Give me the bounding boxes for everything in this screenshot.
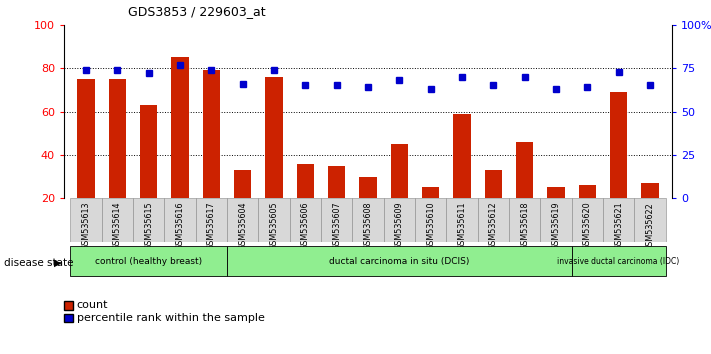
Bar bbox=[77, 79, 95, 198]
Bar bbox=[540, 198, 572, 242]
Bar bbox=[390, 144, 408, 198]
Bar bbox=[447, 198, 478, 242]
Bar bbox=[415, 198, 447, 242]
Bar bbox=[509, 198, 540, 242]
Bar bbox=[603, 198, 634, 242]
Text: GSM535622: GSM535622 bbox=[646, 202, 654, 251]
Bar bbox=[478, 198, 509, 242]
Bar bbox=[227, 246, 572, 276]
Bar bbox=[203, 70, 220, 198]
Text: GSM535607: GSM535607 bbox=[332, 202, 341, 250]
Text: GSM535606: GSM535606 bbox=[301, 202, 310, 250]
Bar bbox=[133, 198, 164, 242]
Bar bbox=[454, 114, 471, 198]
Text: GSM535604: GSM535604 bbox=[238, 202, 247, 250]
Text: control (healthy breast): control (healthy breast) bbox=[95, 257, 202, 266]
Text: invasive ductal carcinoma (IDC): invasive ductal carcinoma (IDC) bbox=[557, 257, 680, 266]
Bar bbox=[227, 198, 258, 242]
Text: GSM535605: GSM535605 bbox=[269, 202, 279, 250]
Text: percentile rank within the sample: percentile rank within the sample bbox=[77, 313, 264, 323]
Text: GSM535611: GSM535611 bbox=[457, 202, 466, 250]
Text: ductal carcinoma in situ (DCIS): ductal carcinoma in situ (DCIS) bbox=[329, 257, 469, 266]
Bar bbox=[102, 198, 133, 242]
Bar bbox=[70, 246, 227, 276]
Text: GDS3853 / 229603_at: GDS3853 / 229603_at bbox=[128, 5, 266, 18]
Bar bbox=[547, 187, 565, 198]
Text: disease state: disease state bbox=[4, 258, 73, 268]
Bar bbox=[321, 198, 352, 242]
Text: GSM535616: GSM535616 bbox=[176, 202, 184, 250]
Text: GSM535609: GSM535609 bbox=[395, 202, 404, 250]
Bar bbox=[610, 92, 627, 198]
Text: GSM535612: GSM535612 bbox=[488, 202, 498, 250]
Bar bbox=[164, 198, 196, 242]
Text: GSM535618: GSM535618 bbox=[520, 202, 529, 250]
Bar bbox=[384, 198, 415, 242]
Text: GSM535613: GSM535613 bbox=[82, 202, 90, 250]
Text: count: count bbox=[77, 301, 108, 310]
Bar bbox=[572, 198, 603, 242]
Text: GSM535615: GSM535615 bbox=[144, 202, 153, 250]
Bar bbox=[258, 198, 289, 242]
Bar bbox=[140, 105, 157, 198]
Bar bbox=[352, 198, 384, 242]
Text: ▶: ▶ bbox=[54, 258, 62, 268]
Text: GSM535608: GSM535608 bbox=[363, 202, 373, 250]
Bar bbox=[109, 79, 126, 198]
Bar bbox=[70, 198, 102, 242]
Bar bbox=[422, 187, 439, 198]
Bar bbox=[171, 57, 188, 198]
Bar bbox=[328, 166, 346, 198]
Text: GSM535614: GSM535614 bbox=[113, 202, 122, 250]
Bar bbox=[196, 198, 227, 242]
Text: GSM535621: GSM535621 bbox=[614, 202, 623, 250]
Text: GSM535620: GSM535620 bbox=[583, 202, 592, 250]
Text: GSM535617: GSM535617 bbox=[207, 202, 215, 250]
Bar bbox=[579, 185, 596, 198]
Bar bbox=[634, 198, 665, 242]
Text: GSM535610: GSM535610 bbox=[426, 202, 435, 250]
Bar bbox=[572, 246, 665, 276]
Bar bbox=[359, 177, 377, 198]
Bar bbox=[516, 142, 533, 198]
Bar bbox=[485, 170, 502, 198]
Bar bbox=[296, 164, 314, 198]
Bar bbox=[265, 77, 282, 198]
Bar bbox=[289, 198, 321, 242]
Bar bbox=[234, 170, 251, 198]
Bar bbox=[641, 183, 658, 198]
Text: GSM535619: GSM535619 bbox=[552, 202, 560, 250]
